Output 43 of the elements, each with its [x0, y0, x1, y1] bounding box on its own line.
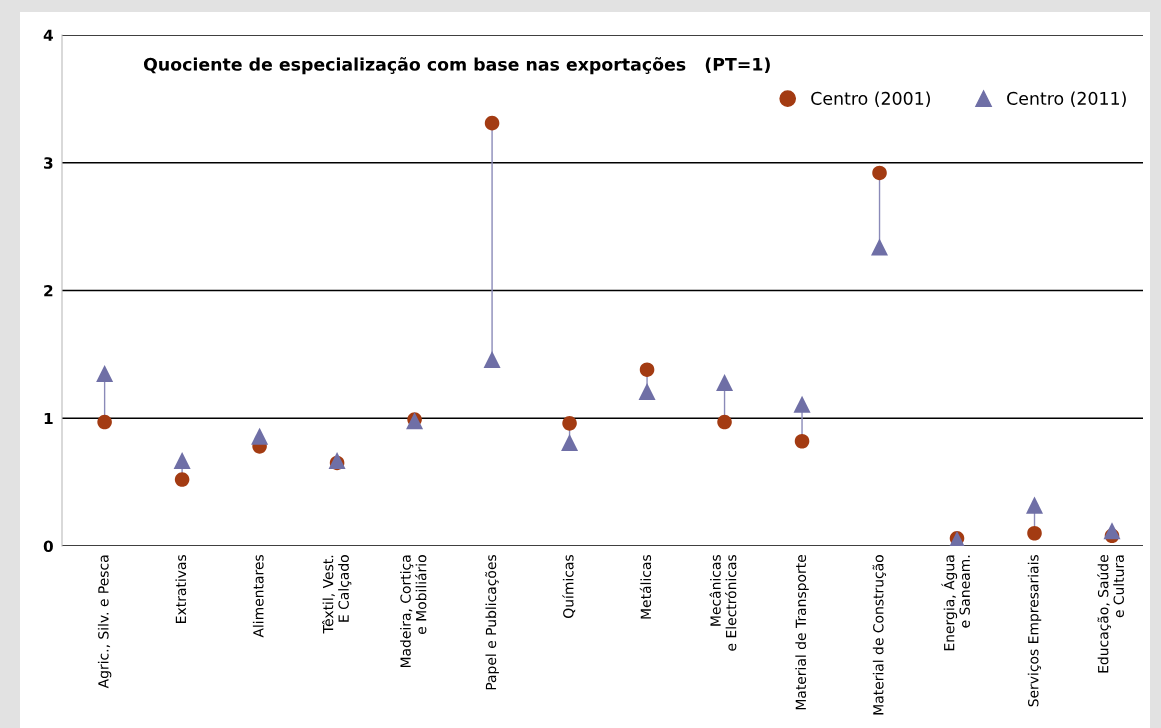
point	[328, 451, 346, 469]
point	[483, 350, 501, 368]
point	[794, 433, 810, 449]
x-tick-label: Têxtil, Vest. E Calçado	[322, 555, 352, 634]
y-tick-label: 3	[44, 157, 53, 169]
text: Quociente de especialização com base nas exportações (PT=1)	[143, 57, 770, 75]
point	[173, 451, 191, 469]
y-tick-label: 4	[43, 29, 53, 41]
point	[639, 362, 655, 377]
legend-label: Centro (2011)	[1007, 91, 1126, 107]
x-tick-label: Material de Construção	[872, 555, 887, 715]
legend-label: Centro (2001)	[811, 91, 930, 107]
x-tick-label: Educação, Saúde e Cultura	[1097, 555, 1124, 673]
x-tick-label: Madeira, Cortiça e Mobiliário	[400, 555, 427, 668]
point	[97, 414, 112, 430]
point	[716, 373, 734, 391]
x-tick-label: Mecânicas e Electrónicas	[709, 555, 737, 651]
x-tick-label: Extrativas	[175, 555, 187, 623]
point	[1026, 496, 1044, 514]
point	[717, 414, 732, 430]
x-tick-label: Energia, Água e Saneam.	[941, 555, 970, 651]
point	[562, 416, 577, 431]
y-tick-label: 2	[44, 284, 53, 297]
x-tick-label: Metálicas	[639, 555, 652, 619]
point	[1103, 522, 1121, 540]
point	[174, 472, 190, 487]
point	[561, 434, 579, 452]
point	[872, 165, 887, 181]
x-tick-label: Serviços Empresariais	[1027, 555, 1042, 707]
point	[871, 238, 889, 256]
point	[251, 427, 269, 445]
point	[638, 382, 656, 400]
x-tick-label: Agric., Silv. e Pesca	[97, 555, 112, 689]
x-tick-label: Químicas	[562, 555, 576, 618]
y-tick-label: 1	[44, 412, 53, 425]
point	[484, 115, 500, 131]
point	[1027, 525, 1042, 541]
y-tick-label: 0	[43, 540, 53, 553]
point	[96, 365, 114, 383]
point	[793, 395, 811, 413]
x-tick-label: Material de Transporte	[795, 555, 809, 710]
x-tick-label: Papel e Publicações	[485, 555, 499, 690]
x-tick-label: Alimentares	[252, 555, 264, 638]
